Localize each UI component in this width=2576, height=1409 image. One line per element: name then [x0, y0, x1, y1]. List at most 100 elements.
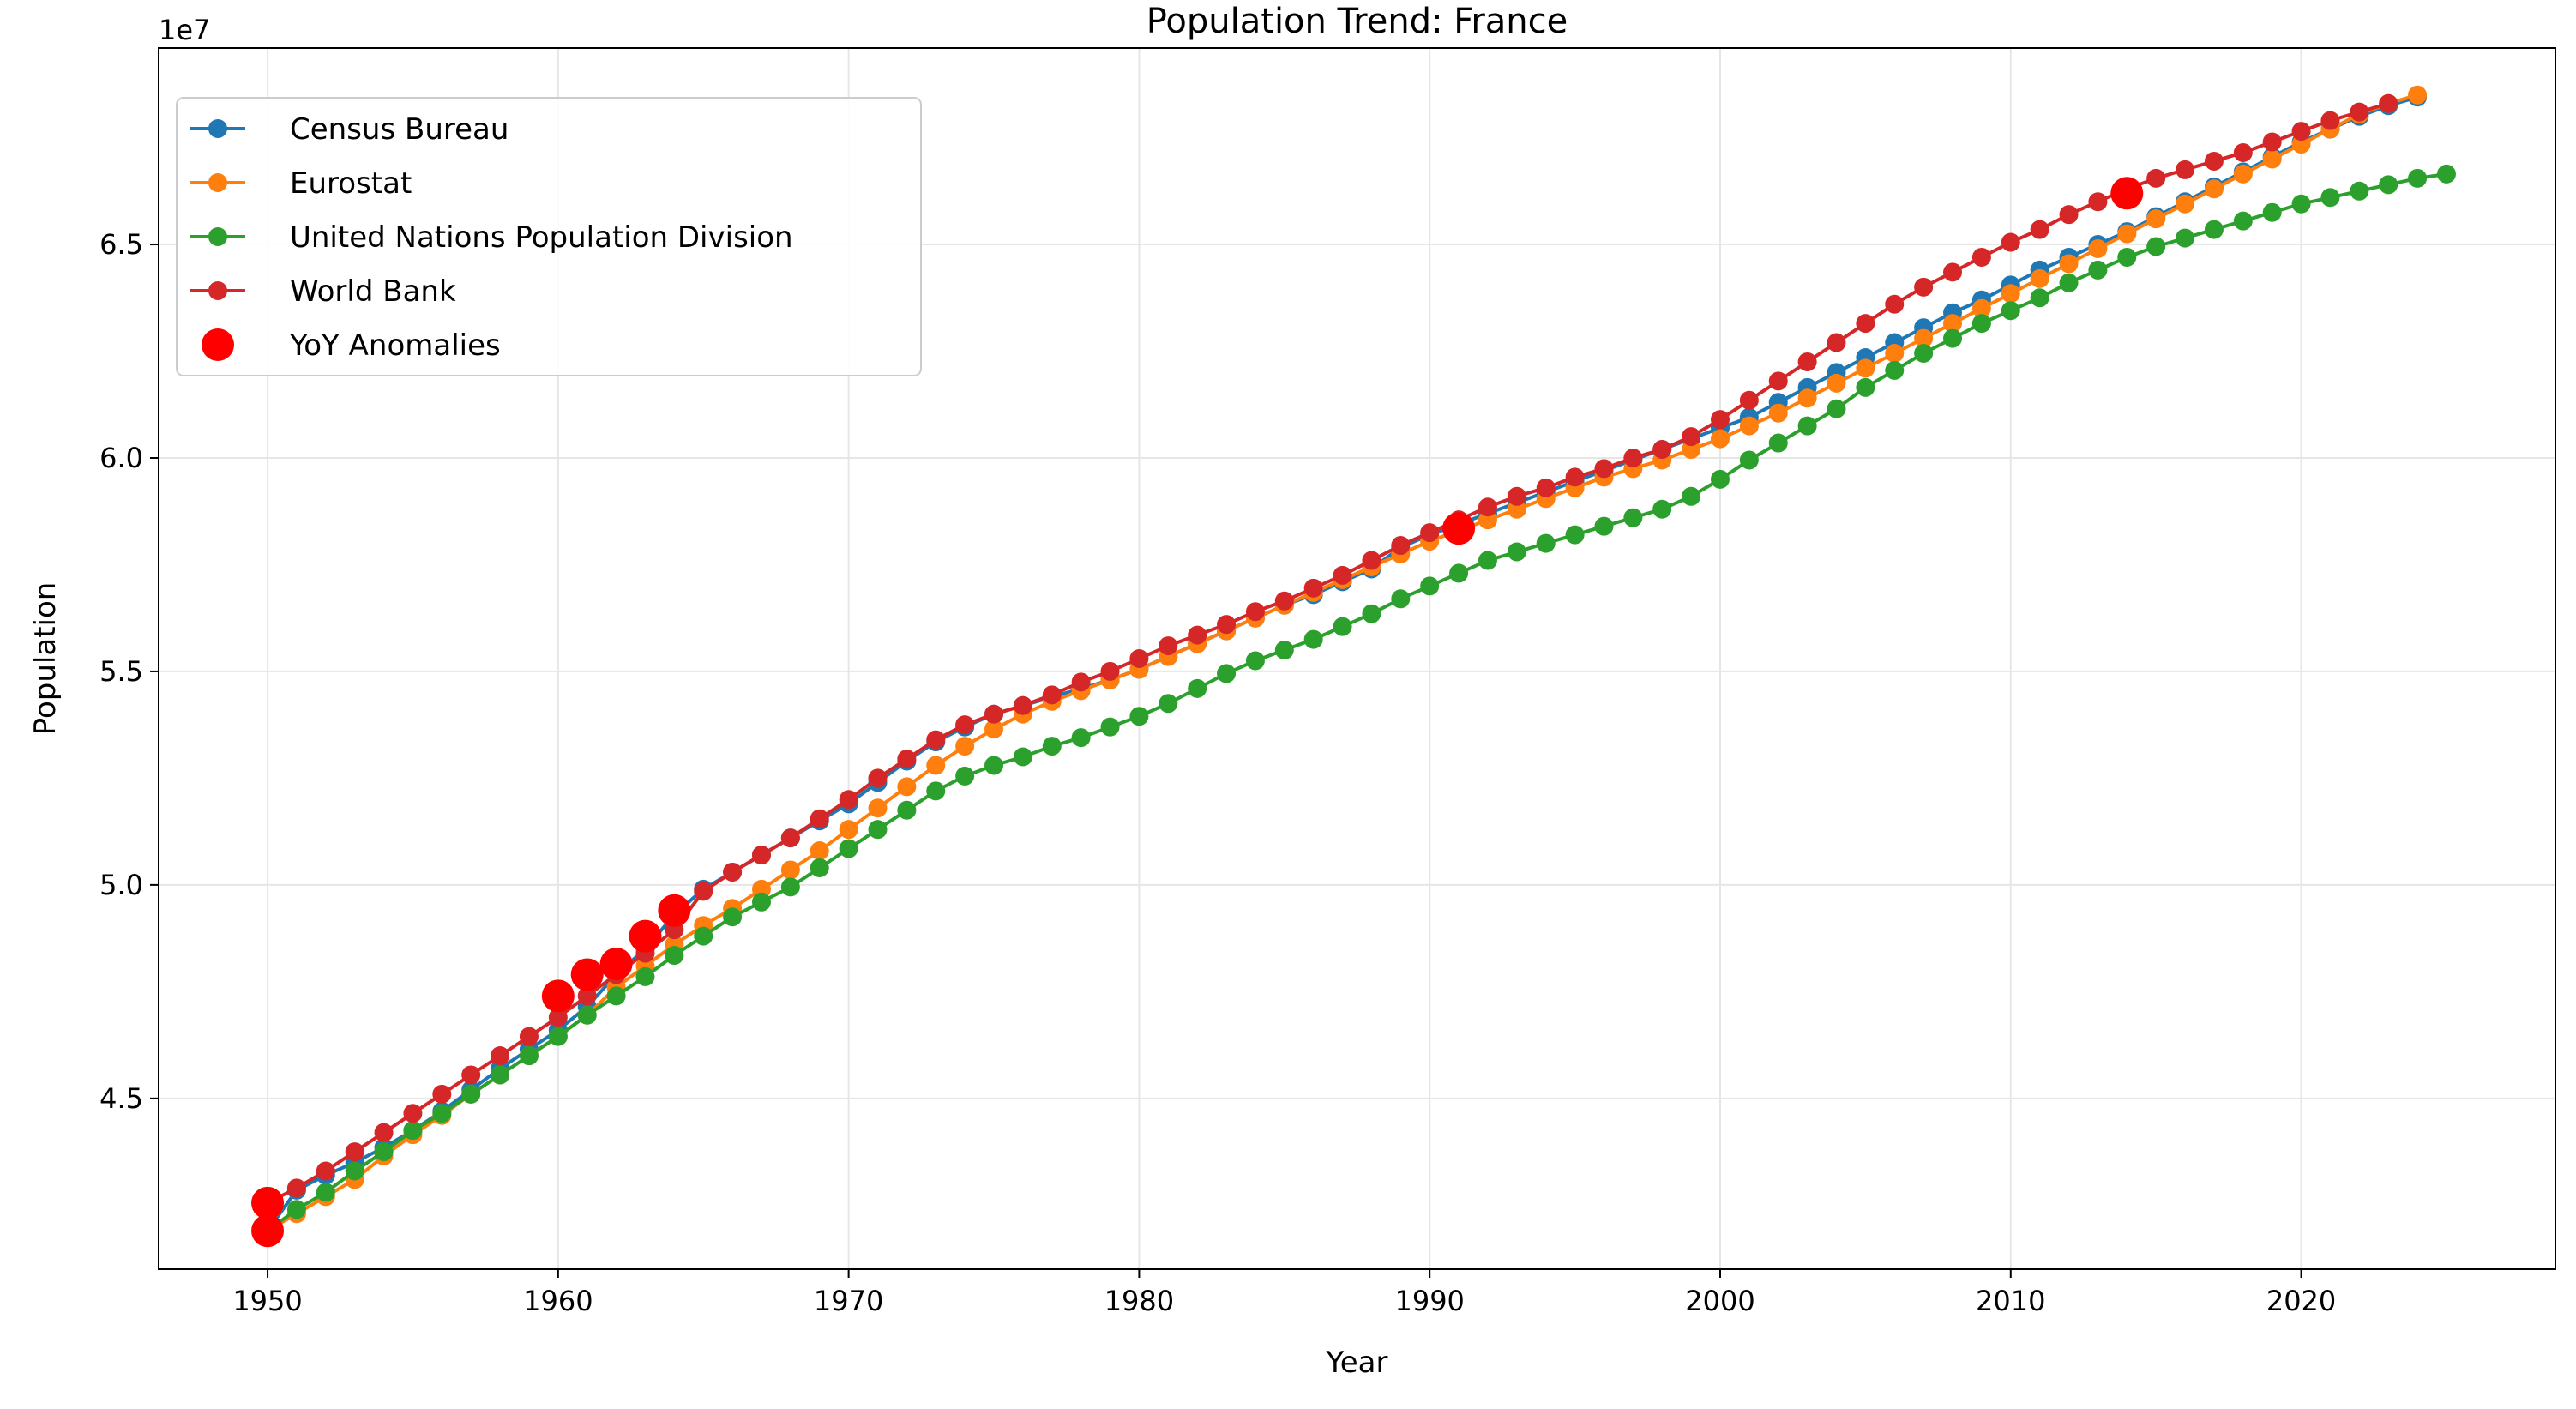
data-point [1100, 717, 1120, 737]
data-point [548, 1027, 568, 1046]
y-tick-label: 5.5 [99, 655, 143, 688]
data-point [1914, 277, 1934, 297]
data-point [316, 1183, 335, 1202]
data-point [1594, 516, 1614, 536]
data-point [897, 800, 917, 820]
data-point [1914, 328, 1934, 348]
data-point [751, 892, 771, 912]
data-point [1188, 625, 1207, 645]
data-point [2320, 111, 2340, 130]
data-point [2350, 181, 2369, 201]
data-point [955, 715, 975, 735]
data-point [577, 1005, 597, 1025]
data-point [1768, 433, 1788, 453]
data-point [1274, 591, 1294, 611]
legend-marker-census [208, 119, 227, 138]
data-point [2030, 288, 2049, 308]
data-point [665, 946, 684, 966]
data-point [461, 1065, 481, 1085]
data-point [1797, 416, 1817, 436]
data-point [1856, 377, 1875, 397]
data-point [2291, 122, 2311, 142]
y-tick-label: 4.5 [99, 1082, 143, 1115]
data-point [1071, 728, 1091, 748]
ticks-layer: 1950 1960 1970 1980 1990 2000 2010 2020 4.5 5.0 5.… [99, 228, 2336, 1317]
data-point [2291, 194, 2311, 214]
data-point [723, 862, 743, 882]
data-point [926, 781, 946, 801]
data-point [1682, 486, 1701, 506]
series-un [258, 164, 2456, 1241]
anomaly-point [658, 894, 691, 927]
data-point [1245, 602, 1265, 622]
legend-marker-worldbank [208, 281, 227, 300]
data-point [2408, 85, 2428, 105]
data-point [1042, 737, 1062, 756]
data-point [1362, 604, 1381, 623]
plot-area-frame [158, 47, 2556, 1270]
data-point [2204, 220, 2224, 239]
data-point [1739, 416, 1759, 436]
legend-label-eurostat: Eurostat [290, 166, 412, 201]
data-point [286, 1178, 306, 1198]
data-point [432, 1104, 452, 1123]
x-tick-label: 2000 [1685, 1285, 1754, 1317]
data-point [1971, 298, 1991, 318]
data-point [432, 1084, 452, 1104]
data-point [1971, 314, 1991, 334]
data-point [2146, 209, 2166, 229]
data-point [1159, 636, 1178, 656]
data-point [286, 1200, 306, 1219]
y-tick-label: 5.0 [99, 869, 143, 901]
data-point [606, 986, 626, 1006]
data-point [2176, 228, 2195, 248]
data-point [1827, 373, 1846, 393]
data-point [2262, 149, 2282, 169]
data-point [1536, 478, 1556, 497]
data-point [1042, 685, 1062, 705]
data-point [1245, 651, 1265, 671]
data-point [2030, 268, 2049, 288]
series-line [266, 172, 2447, 1232]
data-point [723, 907, 743, 927]
data-point [1797, 352, 1817, 371]
data-point [984, 720, 1004, 739]
legend: Census Bureau Eurostat United Nations Popu… [176, 97, 922, 376]
anomaly-point [541, 979, 575, 1013]
data-point [926, 756, 946, 775]
x-tick-label: 1970 [814, 1285, 883, 1317]
data-point [1768, 403, 1788, 423]
legend-box [176, 97, 922, 376]
data-point [345, 1142, 364, 1162]
data-point [2233, 211, 2253, 231]
data-point [1856, 358, 1875, 378]
data-point [1333, 617, 1352, 636]
anomaly-point [251, 1186, 285, 1219]
data-point [2436, 164, 2456, 184]
data-point [1013, 747, 1032, 767]
data-point [1885, 360, 1905, 380]
data-point [2350, 102, 2369, 122]
data-point [2059, 205, 2079, 225]
data-point [1971, 247, 1991, 267]
data-point [2117, 247, 2137, 267]
data-point [1565, 525, 1585, 545]
data-point [810, 858, 829, 877]
data-point [1652, 440, 1672, 460]
data-point [780, 877, 800, 897]
data-point [897, 750, 917, 769]
data-point [1710, 469, 1730, 489]
data-point [2001, 232, 2020, 252]
data-point [2204, 179, 2224, 199]
data-point [810, 809, 829, 828]
data-point [1507, 486, 1526, 506]
data-point [2117, 224, 2137, 244]
data-point [1623, 508, 1643, 527]
x-tick-label: 1950 [232, 1285, 302, 1317]
data-point [2233, 164, 2253, 184]
data-point [519, 1046, 539, 1066]
anomaly-point [251, 1214, 285, 1248]
data-point [491, 1046, 510, 1066]
data-point [1710, 410, 1730, 430]
data-point [1362, 551, 1381, 570]
